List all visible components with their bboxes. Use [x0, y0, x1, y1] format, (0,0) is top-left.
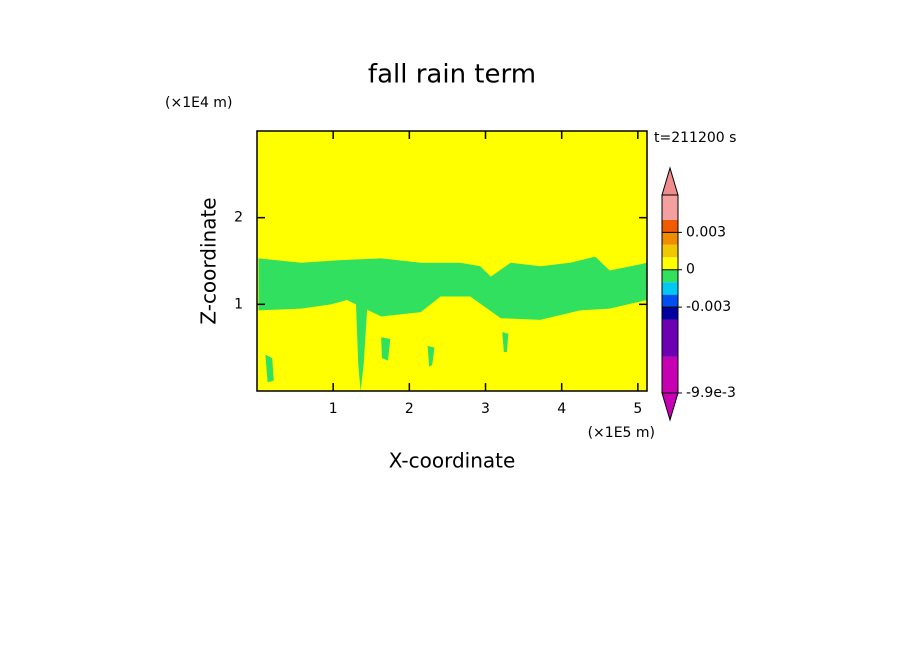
colorbar-tick-label: 0.003 [686, 224, 726, 240]
colorbar-segment [662, 269, 678, 283]
colorbar-segment [662, 244, 678, 258]
colorbar-segment [662, 307, 678, 320]
colorbar-segment [662, 195, 678, 220]
colorbar-segment [662, 232, 678, 245]
colorbar-tick-label: 0 [686, 262, 695, 278]
colorbar-tick-label: -9.9e-3 [686, 385, 736, 401]
colorbar-segment [662, 356, 678, 393]
y-tick-label: 1 [234, 296, 243, 312]
x-tick-label: 4 [557, 401, 566, 417]
contour-region [258, 256, 647, 320]
colorbar-segment [662, 257, 678, 270]
colorbar-extend-high [661, 166, 679, 196]
x-axis-label: X-coordinate [389, 449, 516, 473]
annotation: t=211200 s [654, 130, 736, 146]
contour-region [356, 304, 368, 391]
contour-region [502, 332, 509, 352]
colorbar-segment [662, 282, 678, 295]
plot-frame [256, 130, 648, 392]
y-unit: (×1E4 m) [165, 95, 232, 111]
colorbar-extend-low [661, 392, 679, 422]
colorbar-segment [662, 319, 678, 357]
y-axis-label: Z-coordinate [197, 197, 221, 324]
contour-region [381, 337, 391, 361]
y-tick-label: 2 [234, 210, 243, 226]
chart-title: fall rain term [368, 60, 536, 90]
colorbar-tick-label: -0.003 [686, 299, 731, 315]
colorbar-segment [662, 219, 678, 233]
contour-region [427, 345, 435, 367]
colorbar-segment [662, 294, 678, 308]
x-unit: (×1E5 m) [588, 425, 655, 441]
x-tick-label: 3 [481, 401, 490, 417]
x-tick-label: 5 [633, 401, 642, 417]
x-tick-label: 1 [329, 401, 338, 417]
contour-region [265, 354, 274, 383]
x-tick-label: 2 [405, 401, 414, 417]
